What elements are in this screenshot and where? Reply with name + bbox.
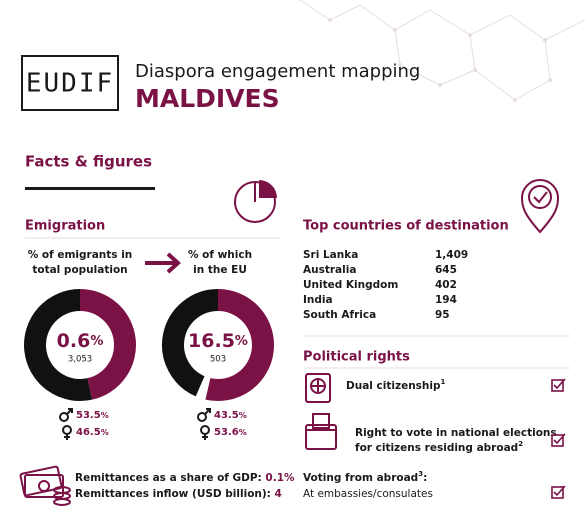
female-icon [64, 434, 70, 440]
share-unit: % [235, 334, 248, 349]
text: Dual citizenship [346, 380, 441, 392]
female-share: 46.5% [76, 427, 109, 438]
emigration-title: Emigration [25, 219, 105, 234]
arrow [145, 252, 181, 274]
value: 43.5 [214, 410, 239, 421]
label: % of which [188, 249, 252, 261]
right-item: Dual citizenship1 [346, 378, 446, 392]
logo: EUDIF [26, 69, 114, 99]
political-title: Political rights [303, 350, 410, 365]
title: Diaspora engagement mapping [135, 61, 420, 82]
country-name: India [303, 294, 333, 306]
logo-frame [21, 55, 119, 111]
right-item: for citizens residing abroad2 [355, 440, 523, 454]
male-share: 53.5% [76, 410, 109, 421]
method: At embassies/consulates [303, 488, 433, 500]
country-name: United Kingdom [303, 279, 398, 291]
female-icon [200, 425, 210, 435]
check-icons [551, 378, 566, 499]
unit: % [239, 428, 247, 437]
male-icon [197, 412, 207, 422]
pin-icon [520, 179, 560, 234]
text: Voting from abroad [303, 472, 418, 484]
donut-male [24, 289, 93, 401]
unit: % [239, 411, 247, 420]
section-underline [25, 187, 155, 190]
country-count: 95 [435, 309, 450, 321]
female-icon [202, 434, 208, 440]
country-count: 194 [435, 294, 457, 306]
text: for citizens residing abroad [355, 442, 518, 454]
right-item: Voting from abroad3: [303, 470, 427, 484]
value: 46.5 [76, 427, 101, 438]
male-share: 43.5% [214, 410, 247, 421]
remittance-line: Remittances inflow (USD billion): 4 [75, 488, 282, 500]
destinations-title: Top countries of destination [303, 219, 509, 234]
unit: % [101, 411, 109, 420]
male-icon [59, 412, 69, 422]
footnote: 3 [418, 470, 423, 478]
country-count: 645 [435, 264, 457, 276]
passport-icon [305, 373, 331, 403]
value: 53.5 [76, 410, 101, 421]
colon: : [423, 472, 427, 484]
remittance-line: Remittances as a share of GDP: 0.1% [75, 472, 295, 484]
donut-female [205, 289, 274, 401]
share-value: 0.6 [57, 330, 91, 352]
value: 4 [275, 488, 282, 500]
female-share: 53.6% [214, 427, 247, 438]
country: MALDIVES [135, 84, 280, 113]
pie-icon [234, 180, 277, 223]
right-item: Right to vote in national elections [355, 427, 557, 439]
male-icon [66, 408, 73, 415]
label: total population [32, 264, 127, 276]
ballot-icon [305, 413, 337, 450]
country-count: 1,409 [435, 249, 468, 261]
label: Remittances inflow (USD billion): [75, 488, 271, 500]
country-name: Australia [303, 264, 356, 276]
country-count: 402 [435, 279, 457, 291]
donut-male [162, 289, 219, 397]
footnote: 1 [441, 378, 446, 386]
share: 16.5% [188, 330, 248, 352]
count: 3,053 [68, 355, 92, 365]
share: 0.6% [57, 330, 104, 352]
country-name: Sri Lanka [303, 249, 358, 261]
section-title: Facts & figures [25, 153, 152, 171]
label: % of emigrants in [28, 249, 133, 261]
money-icon [19, 465, 71, 506]
label: in the EU [193, 264, 247, 276]
female-icon [62, 425, 72, 435]
label: Remittances as a share of GDP: [75, 472, 262, 484]
value: 0.1% [265, 472, 295, 484]
footnote: 2 [518, 440, 523, 448]
share-value: 16.5 [188, 330, 235, 352]
share-unit: % [90, 334, 103, 349]
donut-female [79, 289, 136, 400]
decorative-network [299, 0, 585, 102]
male-icon [204, 408, 211, 415]
count: 503 [210, 355, 226, 365]
unit: % [101, 428, 109, 437]
value: 53.6 [214, 427, 239, 438]
country-name: South Africa [303, 309, 376, 321]
